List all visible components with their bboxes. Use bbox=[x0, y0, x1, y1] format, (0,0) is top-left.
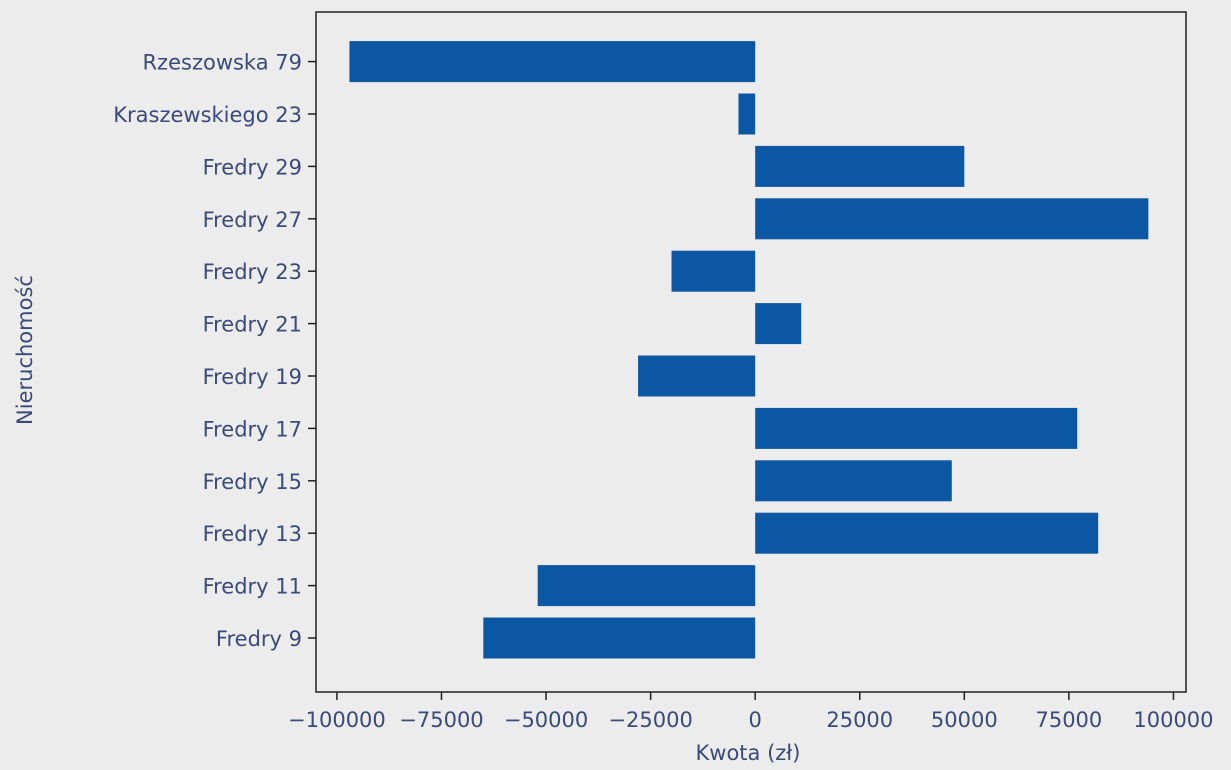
bar bbox=[483, 617, 756, 659]
x-tick-label: −75000 bbox=[399, 708, 483, 732]
x-tick-label: 25000 bbox=[826, 708, 893, 732]
x-tick-label: −50000 bbox=[504, 708, 588, 732]
x-axis-ticks: −100000 −75000 −50000 −25000 0 25000 50000 7500… bbox=[288, 692, 1214, 732]
y-tick-label: Fredry 29 bbox=[203, 155, 302, 179]
bar bbox=[349, 41, 756, 83]
y-tick-label: Fredry 21 bbox=[203, 313, 302, 337]
bar bbox=[738, 93, 756, 135]
y-tick-label: Fredry 15 bbox=[203, 470, 302, 494]
y-tick-label: Fredry 27 bbox=[203, 208, 302, 232]
y-tick-label: Fredry 17 bbox=[203, 417, 302, 441]
bar bbox=[755, 145, 965, 187]
bar bbox=[755, 407, 1078, 449]
y-tick-label: Fredry 23 bbox=[203, 260, 302, 284]
bar bbox=[755, 512, 1099, 554]
y-axis-ticks: Fredry 9 Fredry 11 Fredry 13 Fredry 15 Fredr… bbox=[113, 51, 316, 651]
x-tick-label: 75000 bbox=[1035, 708, 1102, 732]
y-tick-label: Fredry 19 bbox=[203, 365, 302, 389]
y-tick-label: Fredry 11 bbox=[203, 575, 302, 599]
x-tick-label: −25000 bbox=[608, 708, 692, 732]
bar bbox=[755, 303, 802, 345]
bar bbox=[755, 460, 952, 502]
y-tick-label: Rzeszowska 79 bbox=[142, 51, 302, 75]
bars-group bbox=[349, 41, 1149, 659]
y-tick-label: Fredry 9 bbox=[216, 627, 302, 651]
bar bbox=[755, 198, 1149, 240]
bar bbox=[638, 355, 756, 397]
y-tick-label: Fredry 13 bbox=[203, 522, 302, 546]
bar bbox=[537, 565, 756, 607]
y-axis-label: Nieruchomość bbox=[13, 275, 37, 425]
x-tick-label: 0 bbox=[748, 708, 761, 732]
x-axis-label: Kwota (zł) bbox=[696, 741, 801, 765]
x-tick-label: 50000 bbox=[931, 708, 998, 732]
x-tick-label: 100000 bbox=[1133, 708, 1213, 732]
y-tick-label: Kraszewskiego 23 bbox=[113, 103, 302, 127]
bar bbox=[671, 250, 756, 292]
x-tick-label: −100000 bbox=[288, 708, 386, 732]
